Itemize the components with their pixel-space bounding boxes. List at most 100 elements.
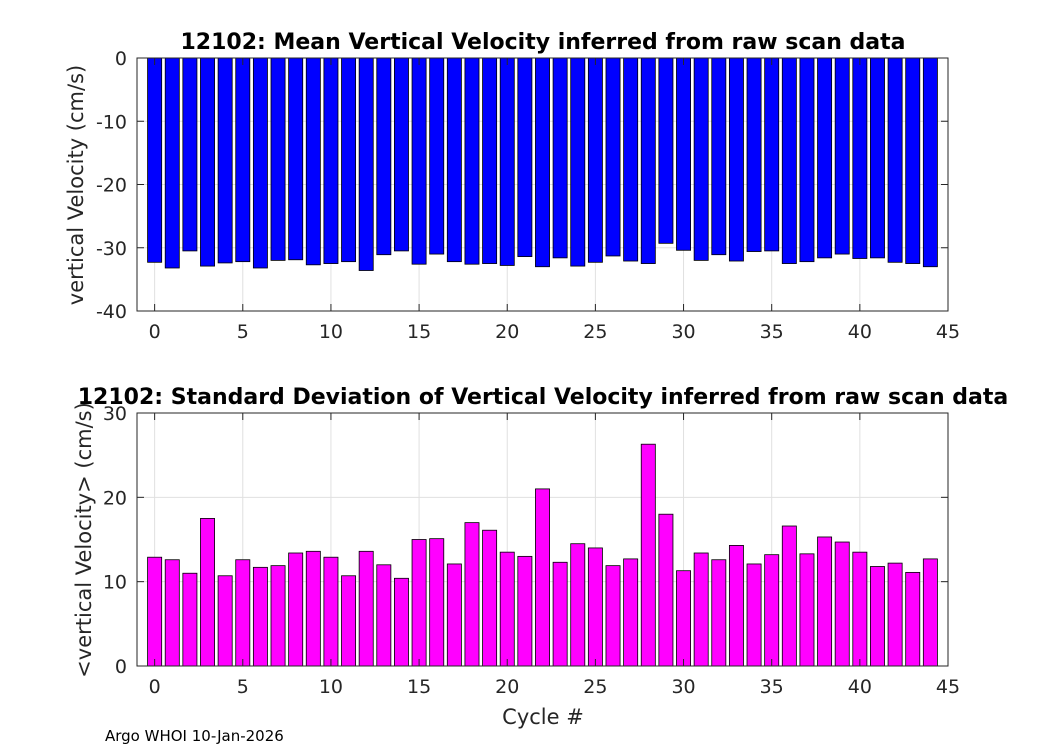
- std-velocity-xtick-label: 0: [149, 676, 161, 698]
- std-velocity-bar: [394, 577, 409, 667]
- mean-velocity-bar: [746, 57, 762, 252]
- mean-velocity-bar: [394, 57, 409, 252]
- std-velocity-xtick-label: 35: [760, 676, 784, 698]
- std-velocity-bar: [834, 541, 850, 667]
- std-velocity-xlabel: Cycle #: [502, 705, 584, 729]
- std-velocity-bar: [270, 565, 286, 667]
- std-velocity-ytick-label: 0: [115, 656, 127, 678]
- mean-velocity-xtick-label: 25: [583, 321, 607, 343]
- mean-velocity-bar: [587, 57, 603, 263]
- std-velocity-xtick-label: 45: [936, 676, 960, 698]
- std-velocity-ytick-label: 20: [103, 487, 127, 509]
- mean-velocity-chart: 0 5 10 15 20 25 30 35 40 45 -40 -30 -20 -10 0 12102: M…: [64, 30, 960, 343]
- mean-velocity-bar: [200, 57, 215, 267]
- mean-velocity-bar: [358, 57, 374, 271]
- mean-velocity-xtick-label: 20: [495, 321, 519, 343]
- mean-velocity-bar: [693, 57, 709, 261]
- std-velocity-bar: [182, 572, 198, 667]
- mean-velocity-ytick-label: -30: [96, 238, 127, 260]
- mean-velocity-xtick-label: 35: [760, 321, 784, 343]
- mean-velocity-bar: [781, 57, 797, 264]
- mean-velocity-bar: [376, 57, 392, 256]
- mean-velocity-bar: [235, 57, 251, 263]
- mean-velocity-bar: [640, 57, 656, 264]
- std-velocity-bar: [305, 550, 321, 667]
- mean-velocity-bar: [499, 57, 515, 266]
- std-velocity-bar: [605, 565, 621, 667]
- std-velocity-bar: [852, 551, 868, 667]
- mean-velocity-bar: [429, 57, 445, 255]
- std-velocity-bar: [728, 545, 744, 667]
- mean-velocity-bar: [623, 57, 639, 262]
- std-velocity-bar: [200, 518, 215, 667]
- mean-velocity-ticks: 0 5 10 15 20 25 30 35 40 45 -40 -30 -20 -10 0: [96, 48, 960, 343]
- mean-velocity-xtick-label: 30: [671, 321, 695, 343]
- std-velocity-xtick-label: 40: [848, 676, 872, 698]
- mean-velocity-bar: [482, 57, 498, 264]
- mean-velocity-bar: [464, 57, 480, 265]
- std-velocity-bar: [676, 570, 691, 667]
- mean-velocity-ytick-label: -10: [96, 111, 127, 133]
- mean-velocity-ytick-label: -20: [96, 175, 127, 197]
- mean-velocity-bar: [764, 57, 780, 252]
- std-velocity-bar: [376, 564, 392, 667]
- std-velocity-axes-box: [136, 412, 949, 667]
- std-velocity-xtick-label: 15: [407, 676, 431, 698]
- std-velocity-bar: [358, 550, 374, 667]
- mean-velocity-ytick-label: 0: [115, 48, 127, 70]
- mean-velocity-bar: [305, 57, 321, 266]
- std-velocity-bar: [164, 559, 180, 667]
- std-velocity-bar: [429, 538, 445, 667]
- std-velocity-bar: [499, 551, 515, 667]
- mean-velocity-xtick-label: 40: [848, 321, 872, 343]
- std-velocity-bar: [217, 575, 233, 667]
- std-velocity-bar: [570, 543, 586, 667]
- std-velocity-bar: [693, 552, 709, 667]
- mean-velocity-ylabel: vertical Velocity (cm/s): [64, 65, 88, 305]
- std-velocity-ytick-label: 30: [103, 403, 127, 425]
- std-velocity-bar: [887, 562, 903, 667]
- mean-velocity-bar: [288, 57, 304, 261]
- mean-velocity-bar: [270, 57, 286, 261]
- mean-velocity-bar: [922, 57, 938, 268]
- std-velocity-bar: [411, 539, 427, 667]
- std-velocity-bar: [922, 558, 938, 667]
- mean-velocity-bar: [887, 57, 903, 263]
- std-velocity-bar: [658, 513, 674, 667]
- mean-velocity-bar: [147, 57, 163, 263]
- std-velocity-bar: [147, 556, 163, 667]
- std-velocity-bar: [252, 566, 268, 667]
- mean-velocity-xtick-label: 10: [319, 321, 343, 343]
- mean-velocity-xtick-label: 0: [149, 321, 161, 343]
- mean-velocity-bar: [870, 57, 885, 259]
- std-velocity-xtick-label: 10: [319, 676, 343, 698]
- std-velocity-bar: [711, 559, 727, 667]
- mean-velocity-xtick-label: 5: [237, 321, 249, 343]
- mean-velocity-bar: [517, 57, 533, 258]
- std-velocity-bar: [341, 575, 357, 667]
- std-velocity-bar: [446, 563, 462, 667]
- std-velocity-bar: [870, 566, 885, 667]
- mean-velocity-bar: [658, 57, 674, 244]
- footer-credit: Argo WHOI 10-Jan-2026: [105, 727, 284, 745]
- mean-velocity-bars: [147, 57, 938, 271]
- std-velocity-xtick-label: 30: [671, 676, 695, 698]
- mean-velocity-bar: [711, 57, 727, 256]
- std-velocity-xtick-label: 25: [583, 676, 607, 698]
- mean-velocity-bar: [799, 57, 815, 263]
- std-velocity-bar: [640, 443, 656, 667]
- std-velocity-title: 12102: Standard Deviation of Vertical Ve…: [78, 385, 1008, 410]
- std-velocity-xtick-label: 5: [237, 676, 249, 698]
- mean-velocity-bar: [323, 57, 339, 264]
- std-velocity-bar: [482, 529, 498, 667]
- mean-velocity-bar: [570, 57, 586, 267]
- mean-velocity-bar: [676, 57, 691, 251]
- std-velocity-bar: [764, 554, 780, 667]
- mean-velocity-bar: [182, 57, 198, 252]
- std-velocity-xtick-label: 20: [495, 676, 519, 698]
- mean-velocity-bar: [817, 57, 833, 259]
- std-velocity-ytick-label: 10: [103, 572, 127, 594]
- mean-velocity-ytick-label: -40: [96, 301, 127, 323]
- std-velocity-bar: [535, 488, 550, 667]
- std-velocity-chart: 0 5 10 15 20 25 30 35 40 45 0 10 20 30 12102: Standar…: [72, 385, 1008, 729]
